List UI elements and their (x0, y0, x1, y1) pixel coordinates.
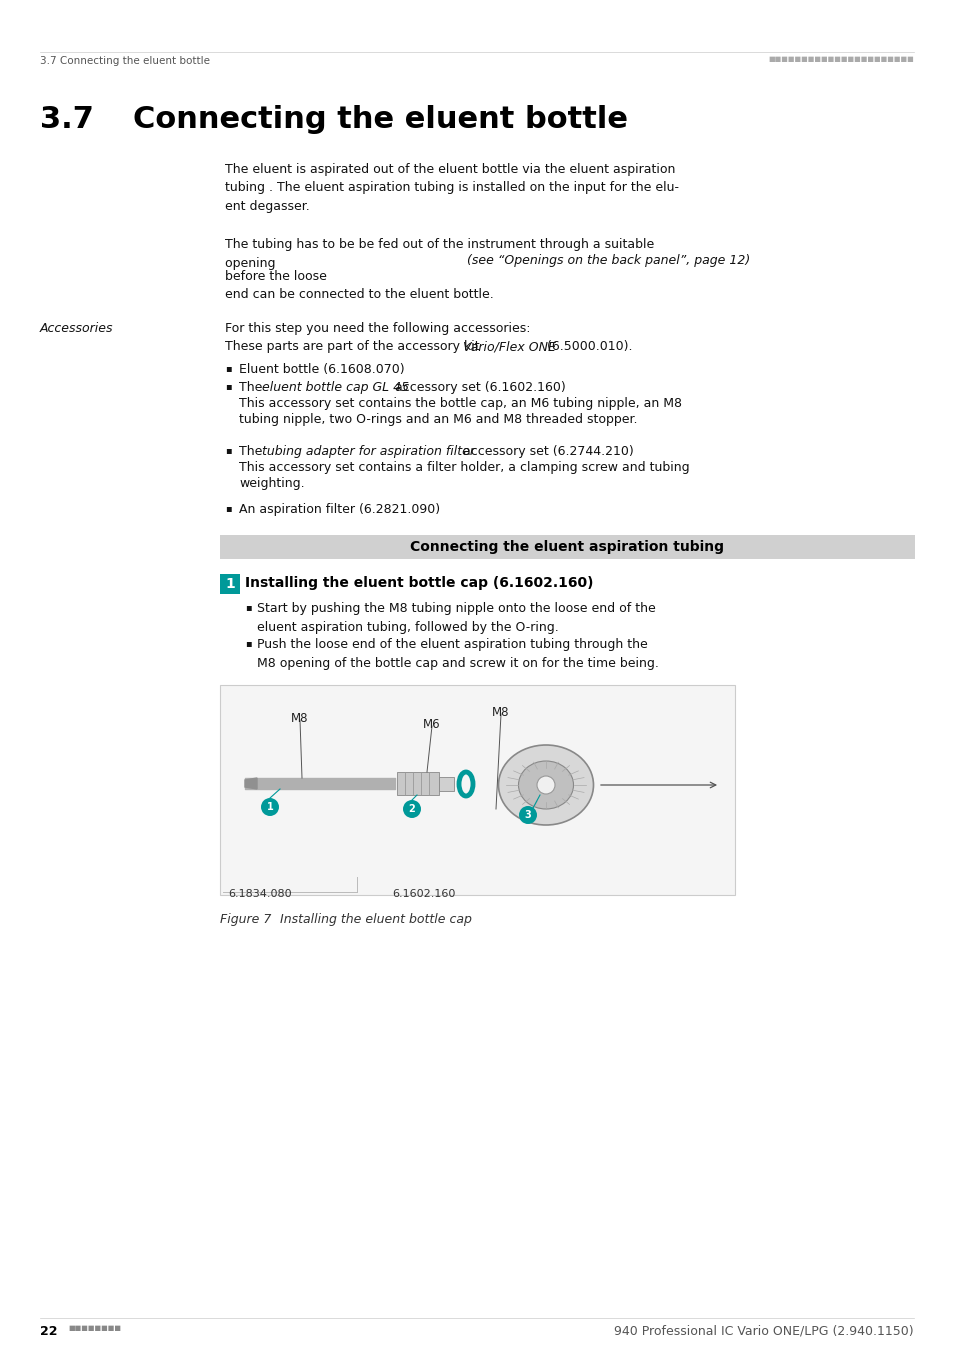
Text: before the loose
end can be connected to the eluent bottle.: before the loose end can be connected to… (225, 270, 494, 301)
Circle shape (402, 801, 420, 818)
Text: The: The (239, 381, 266, 394)
Text: These parts are part of the accessory kit: These parts are part of the accessory ki… (225, 340, 483, 352)
Text: Vario/Flex ONE: Vario/Flex ONE (462, 340, 556, 352)
Text: 2: 2 (408, 805, 415, 814)
Text: Connecting the eluent aspiration tubing: Connecting the eluent aspiration tubing (410, 540, 723, 553)
Text: ▪: ▪ (225, 446, 232, 455)
Polygon shape (396, 772, 438, 795)
Text: Figure 7: Figure 7 (220, 913, 271, 926)
Text: accessory set (6.1602.160): accessory set (6.1602.160) (391, 381, 565, 394)
Text: weighting.: weighting. (239, 477, 304, 490)
Text: accessory set (6.2744.210): accessory set (6.2744.210) (458, 446, 633, 458)
Text: M6: M6 (423, 718, 440, 730)
Ellipse shape (518, 761, 573, 809)
Text: ▪: ▪ (225, 504, 232, 513)
Circle shape (518, 806, 537, 824)
Text: 1: 1 (225, 576, 234, 591)
Text: Connecting the eluent bottle: Connecting the eluent bottle (132, 105, 627, 134)
Text: Push the loose end of the eluent aspiration tubing through the
M8 opening of the: Push the loose end of the eluent aspirat… (256, 639, 659, 670)
Ellipse shape (537, 776, 555, 794)
Text: (6.5000.010).: (6.5000.010). (542, 340, 632, 352)
Text: Accessories: Accessories (40, 323, 113, 335)
Text: Eluent bottle (6.1608.070): Eluent bottle (6.1608.070) (239, 363, 404, 377)
Bar (220, 535, 914, 559)
Text: (see “Openings on the back panel”, page 12): (see “Openings on the back panel”, page … (467, 254, 749, 267)
Text: ▪: ▪ (225, 381, 232, 392)
Text: 6.1834.080: 6.1834.080 (228, 890, 292, 899)
Bar (220, 574, 240, 594)
Text: Installing the eluent bottle cap: Installing the eluent bottle cap (268, 913, 472, 926)
Text: M8: M8 (492, 706, 509, 720)
Text: ▪: ▪ (245, 639, 252, 648)
Text: 22: 22 (40, 1324, 57, 1338)
Text: An aspiration filter (6.2821.090): An aspiration filter (6.2821.090) (239, 504, 439, 516)
Text: The tubing has to be be fed out of the instrument through a suitable
opening: The tubing has to be be fed out of the i… (225, 238, 654, 270)
Text: 3.7: 3.7 (40, 105, 93, 134)
Text: Start by pushing the M8 tubing nipple onto the loose end of the
eluent aspiratio: Start by pushing the M8 tubing nipple on… (256, 602, 655, 633)
Text: ▪: ▪ (225, 363, 232, 373)
Text: ■■■■■■■■: ■■■■■■■■ (68, 1324, 121, 1331)
Text: 6.1602.160: 6.1602.160 (392, 890, 455, 899)
Text: ■■■■■■■■■■■■■■■■■■■■■■: ■■■■■■■■■■■■■■■■■■■■■■ (767, 55, 913, 62)
Text: M8: M8 (291, 711, 309, 725)
Text: The: The (239, 446, 266, 458)
Text: The eluent is aspirated out of the eluent bottle via the eluent aspiration
tubin: The eluent is aspirated out of the eluen… (225, 163, 679, 213)
Polygon shape (438, 778, 454, 791)
Text: 1: 1 (266, 802, 274, 811)
Bar (220, 684, 734, 895)
Text: 3: 3 (524, 810, 531, 819)
Ellipse shape (498, 745, 593, 825)
Text: eluent bottle cap GL 45: eluent bottle cap GL 45 (262, 381, 409, 394)
Text: 940 Professional IC Vario ONE/LPG (2.940.1150): 940 Professional IC Vario ONE/LPG (2.940… (614, 1324, 913, 1338)
Polygon shape (245, 778, 256, 788)
Text: Installing the eluent bottle cap (6.1602.160): Installing the eluent bottle cap (6.1602… (245, 576, 593, 590)
Text: This accessory set contains the bottle cap, an M6 tubing nipple, an M8: This accessory set contains the bottle c… (239, 397, 681, 410)
Text: tubing adapter for aspiration filter: tubing adapter for aspiration filter (262, 446, 475, 458)
Text: This accessory set contains a filter holder, a clamping screw and tubing: This accessory set contains a filter hol… (239, 460, 689, 474)
Text: ▪: ▪ (245, 602, 252, 612)
Circle shape (261, 798, 278, 815)
Text: For this step you need the following accessories:: For this step you need the following acc… (225, 323, 530, 335)
Text: 3.7 Connecting the eluent bottle: 3.7 Connecting the eluent bottle (40, 55, 210, 66)
Text: tubing nipple, two O-rings and an M6 and M8 threaded stopper.: tubing nipple, two O-rings and an M6 and… (239, 413, 637, 427)
